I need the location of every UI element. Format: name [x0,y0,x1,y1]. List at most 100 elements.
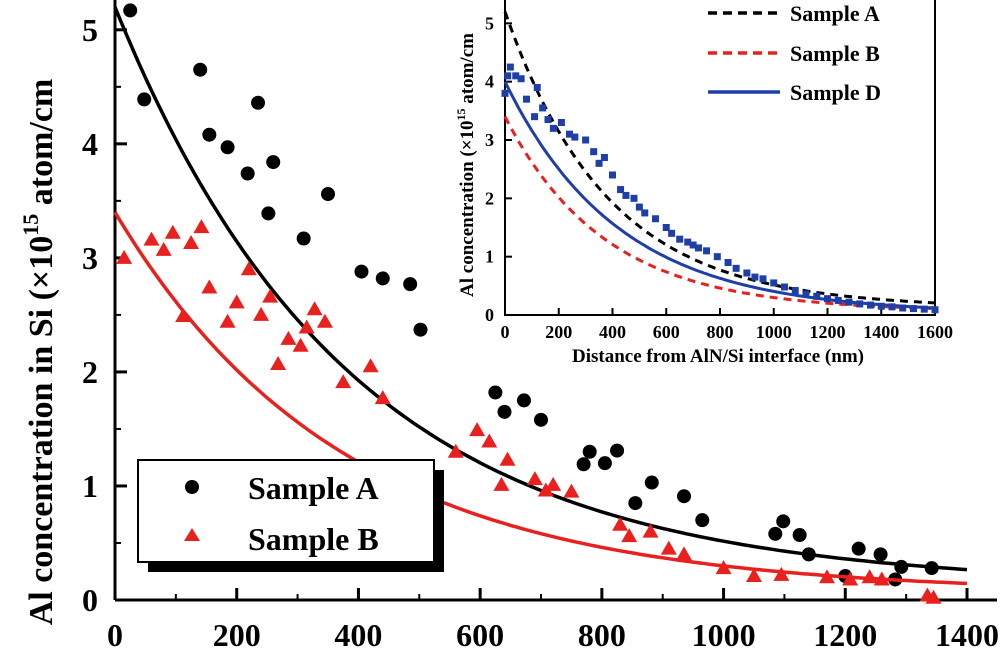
data-point-sample-a [403,277,418,292]
inset-data-point-sample-d [676,235,684,243]
data-point-sample-b [642,523,659,538]
inset-y-axis-label-unit: atom/cm [457,33,478,109]
data-point-sample-a [924,561,939,576]
main-legend-box [137,459,435,563]
inset-data-point-sample-d [571,133,579,141]
main-x-tick-label: 1000 [692,617,756,653]
main-y-tick-label: 5 [82,12,98,48]
data-point-sample-b [481,433,498,448]
data-point-sample-a [261,206,276,221]
inset-data-point-sample-d [732,264,740,272]
data-point-sample-b [262,288,279,303]
data-point-sample-b [175,308,192,323]
inset-data-point-sample-d [910,305,917,313]
main-x-tick-label: 200 [213,617,261,653]
inset-legend-label-sample-b: Sample B [790,41,880,66]
inset-data-point-sample-d [600,154,608,161]
data-point-sample-a [768,526,783,541]
inset-y-tick-label: 5 [485,13,494,33]
inset-data-point-sample-d [856,300,864,308]
data-point-sample-b [362,358,379,373]
legend-marker-sample-b [184,528,200,541]
inset-data-point-sample-d [531,113,539,121]
inset-data-point-sample-d [684,238,692,246]
inset-x-tick-label: 200 [545,322,572,342]
data-point-sample-a [354,264,369,279]
data-point-sample-b [219,313,236,328]
data-point-sample-b [925,589,942,604]
data-point-sample-b [773,566,790,581]
inset-data-point-sample-d [703,247,711,255]
inset-data-point-sample-d [609,171,616,179]
inset-data-point-sample-d [652,215,659,223]
data-point-sample-b [612,516,629,531]
fit-curve-sample-a [113,6,968,572]
inset-data-point-sample-d [506,63,514,71]
main-data-marks [113,3,968,604]
inset-x-tick-label: 0 [501,322,510,342]
inset-data-point-sample-d [743,269,751,277]
data-point-sample-b [493,476,510,491]
inset-data-point-sample-d [867,301,874,309]
inset-y-axis-label-text: Al concentration (×10 [457,120,478,297]
data-point-sample-b [842,571,859,586]
inset-x-axis-label: Distance from AlN/Si interface (nm) [572,346,864,367]
data-point-sample-b [143,231,160,246]
data-point-sample-b [374,390,391,405]
inset-curve-sample-b [503,115,935,310]
inset-data-point-sample-d [641,209,649,217]
data-point-sample-b [228,294,245,309]
inset-x-tick-label: 800 [707,322,734,342]
inset-data-point-sample-d [888,303,896,311]
inset-x-tick-label: 1600 [917,322,953,342]
data-point-sample-a [894,559,909,574]
data-point-sample-b [621,528,638,543]
inset-data-point-sample-d [549,124,557,132]
inset-data-point-sample-d [845,298,853,306]
inset-data-point-sample-d [557,119,565,126]
main-x-tick-label: 1200 [813,617,877,653]
data-point-sample-b [469,422,486,437]
data-point-sample-a [413,322,428,337]
data-point-sample-a [792,527,807,542]
data-point-sample-a [193,62,208,77]
inset-data-point-sample-d [582,136,590,144]
inset-y-axis-label: Al concentration (×1015 atom/cm [454,33,478,297]
data-point-sample-b [270,355,287,370]
data-point-sample-b [164,224,181,239]
data-point-sample-a [123,3,138,18]
inset-data-point-sample-d [517,75,525,83]
main-y-tick-label: 2 [82,354,98,390]
inset-data-point-sample-d [501,89,509,97]
data-point-sample-b [335,374,352,389]
main-y-tick-label: 0 [82,582,98,618]
inset-curve-sample-d [503,81,936,310]
data-point-sample-b [316,313,333,328]
inset-data-point-sample-d [824,295,831,303]
inset-data-point-sample-d [622,191,630,199]
inset-data-point-sample-d [751,273,759,281]
inset-data-point-sample-d [899,304,907,312]
inset-y-tick-label: 2 [485,188,494,208]
inset-data-marks [501,11,939,314]
data-point-sample-b [447,443,464,458]
inset-data-point-sample-d [668,229,676,237]
main-y-axis-label: Al concentration in Si (×1015 atom/cm [18,79,60,626]
data-point-sample-b [306,301,323,316]
inset-data-point-sample-d [630,194,638,202]
main-x-tick-label: 600 [456,617,504,653]
inset-data-point-sample-d [759,275,767,283]
inset-x-tick-label: 1200 [810,322,846,342]
inset-data-point-sample-d [595,159,603,167]
data-point-sample-b [193,219,210,234]
main-x-tick-label: 0 [107,617,123,653]
main-x-tick-label: 400 [334,617,382,653]
inset-data-point-sample-d [544,116,552,124]
data-point-sample-b [499,451,516,466]
data-point-sample-a [497,404,512,419]
data-point-sample-b [676,546,693,561]
inset-data-point-sample-d [834,296,842,304]
inset-legend-label-sample-d: Sample D [790,80,881,105]
main-legend: Sample A Sample B [137,459,444,572]
inset-data-point-sample-d [590,148,598,156]
